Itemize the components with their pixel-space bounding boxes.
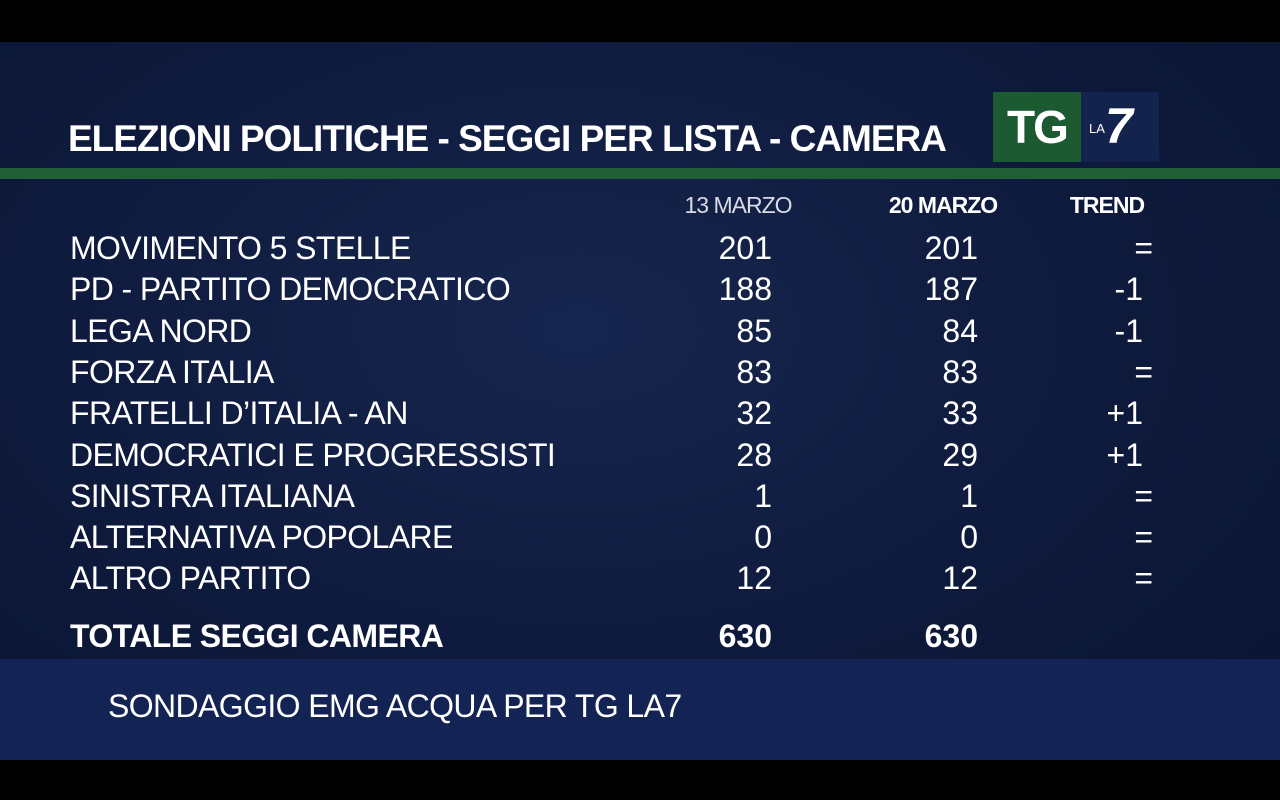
value-13-marzo: 83 [736, 354, 772, 390]
total-value-20-marzo: 630 [924, 618, 978, 654]
value-20-marzo: 84 [942, 313, 978, 349]
party-name: LEGA NORD [70, 313, 252, 349]
table-row: PD - PARTITO DEMOCRATICO 188 187 -1 [0, 269, 1280, 309]
value-20-marzo: 0 [960, 519, 978, 555]
logo-la-text: LA [1089, 121, 1105, 136]
column-header-13-marzo: 13 MARZO [684, 192, 792, 218]
value-20-marzo: 29 [942, 437, 978, 473]
value-13-marzo: 1 [754, 478, 772, 514]
party-name: DEMOCRATICI E PROGRESSISTI [70, 437, 556, 473]
trend-value: = [1134, 519, 1153, 555]
table-row: ALTRO PARTITO 12 12 = [0, 558, 1280, 598]
value-13-marzo: 188 [718, 271, 772, 307]
trend-value: = [1134, 354, 1153, 390]
table-row: MOVIMENTO 5 STELLE 201 201 = [0, 228, 1280, 268]
table-row: LEGA NORD 85 84 -1 [0, 311, 1280, 351]
trend-value: +1 [1106, 437, 1143, 473]
party-name: ALTRO PARTITO [70, 560, 311, 596]
trend-value: -1 [1114, 271, 1143, 307]
trend-value: +1 [1106, 395, 1143, 431]
chart-title: ELEZIONI POLITICHE - SEGGI PER LISTA - C… [68, 118, 947, 159]
value-20-marzo: 1 [960, 478, 978, 514]
party-name: FORZA ITALIA [70, 354, 274, 390]
value-20-marzo: 83 [942, 354, 978, 390]
value-13-marzo: 28 [736, 437, 772, 473]
source-bar: SONDAGGIO EMG ACQUA PER TG LA7 [0, 659, 1280, 760]
value-13-marzo: 0 [754, 519, 772, 555]
value-20-marzo: 33 [942, 395, 978, 431]
trend-value: = [1134, 230, 1153, 266]
value-13-marzo: 201 [718, 230, 772, 266]
party-name: ALTERNATIVA POPOLARE [70, 519, 453, 555]
table-row: FORZA ITALIA 83 83 = [0, 352, 1280, 392]
total-label: TOTALE SEGGI CAMERA [70, 618, 444, 654]
green-divider [0, 168, 1280, 179]
table-row: SINISTRA ITALIANA 1 1 = [0, 476, 1280, 516]
logo-seven-text: 7 [1105, 98, 1133, 154]
source-text: SONDAGGIO EMG ACQUA PER TG LA7 [108, 688, 682, 724]
column-header-20-marzo: 20 MARZO [888, 192, 998, 218]
value-20-marzo: 12 [942, 560, 978, 596]
value-13-marzo: 85 [736, 313, 772, 349]
column-header-trend: TREND [1069, 192, 1145, 218]
total-row: TOTALE SEGGI CAMERA 630 630 [0, 616, 1280, 656]
party-name: SINISTRA ITALIANA [70, 478, 355, 514]
total-value-13-marzo: 630 [718, 618, 772, 654]
trend-value: = [1134, 478, 1153, 514]
logo-tg-block: TG [993, 92, 1081, 162]
logo-la7-block: LA 7 [1081, 92, 1159, 162]
broadcast-screen: ELEZIONI POLITICHE - SEGGI PER LISTA - C… [0, 42, 1280, 760]
trend-value: = [1134, 560, 1153, 596]
party-name: PD - PARTITO DEMOCRATICO [70, 271, 511, 307]
table-row: DEMOCRATICI E PROGRESSISTI 28 29 +1 [0, 435, 1280, 475]
party-name: FRATELLI D’ITALIA - AN [70, 395, 408, 431]
value-20-marzo: 201 [924, 230, 978, 266]
value-13-marzo: 32 [736, 395, 772, 431]
table-row: ALTERNATIVA POPOLARE 0 0 = [0, 517, 1280, 557]
tg-la7-logo: TG LA 7 [993, 92, 1159, 162]
value-20-marzo: 187 [924, 271, 978, 307]
trend-value: -1 [1114, 313, 1143, 349]
party-name: MOVIMENTO 5 STELLE [70, 230, 411, 266]
value-13-marzo: 12 [736, 560, 772, 596]
table-row: FRATELLI D’ITALIA - AN 32 33 +1 [0, 393, 1280, 433]
